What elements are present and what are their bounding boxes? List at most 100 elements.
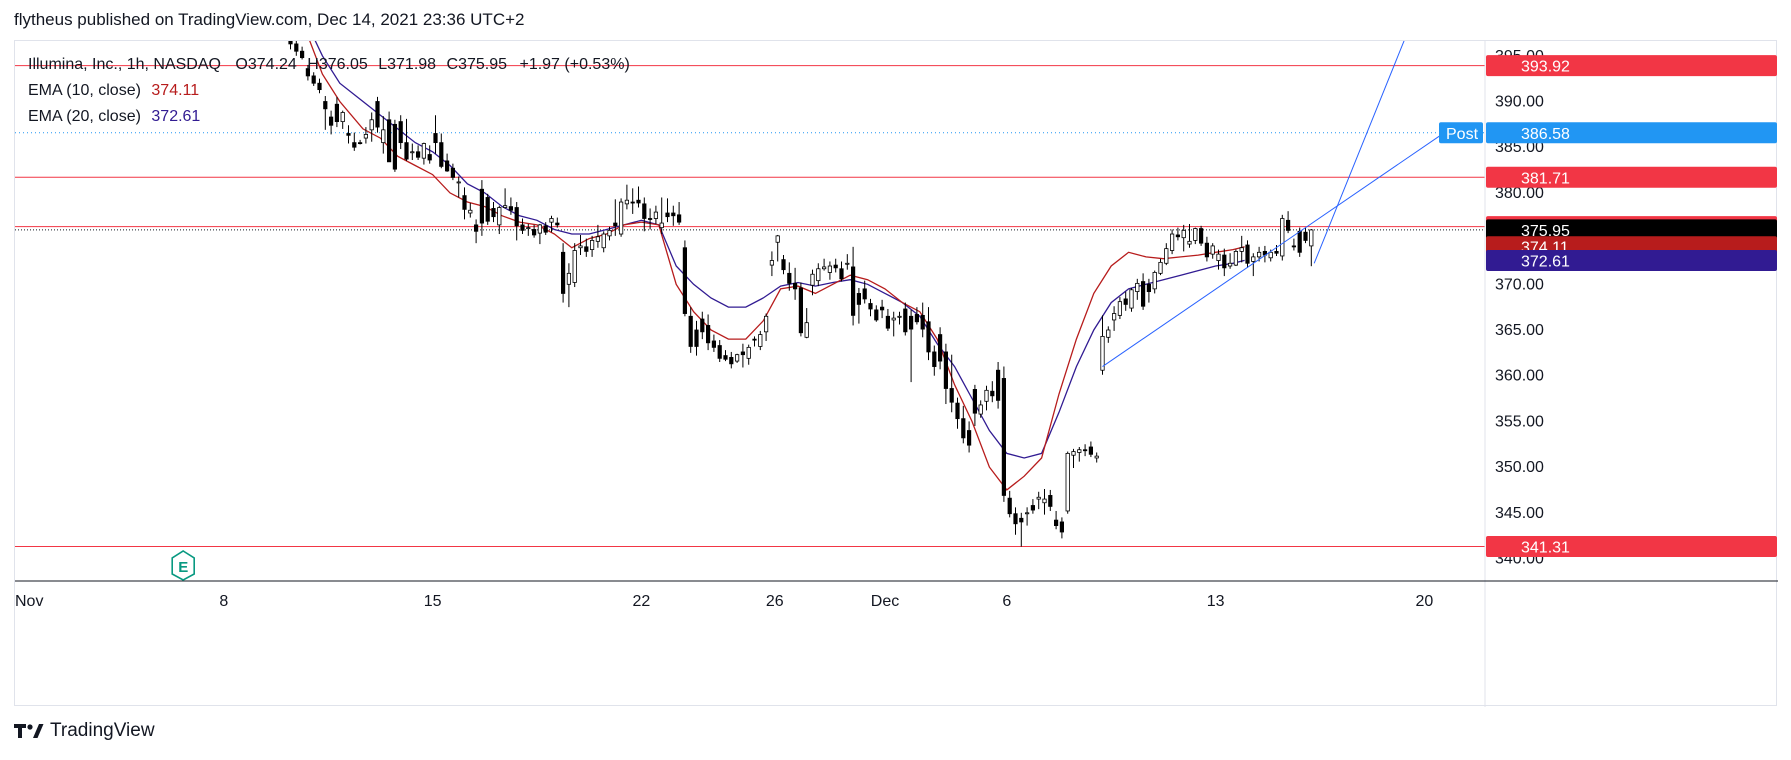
candle-body: [862, 288, 867, 300]
candle-body: [398, 121, 403, 144]
y-tick-label: 350.00: [1495, 459, 1544, 476]
candle: [723, 350, 728, 362]
candle-body: [642, 203, 647, 219]
legend-ema10-row[interactable]: EMA (10, close) 374.11: [28, 78, 630, 104]
ema20-line: [314, 41, 1245, 459]
candle-body: [520, 224, 525, 231]
level-price-label-text: 393.92: [1521, 59, 1570, 76]
candle-body: [909, 315, 914, 330]
candle: [415, 145, 421, 160]
plot-area: [15, 41, 1485, 548]
candle-body: [700, 318, 705, 333]
candle: [334, 96, 340, 128]
candle: [1245, 240, 1250, 268]
candle: [682, 240, 688, 317]
candle-body: [1164, 248, 1169, 264]
candle: [566, 263, 572, 308]
candle-body: [1286, 219, 1291, 231]
candle: [520, 218, 525, 235]
candle-body: [677, 214, 682, 223]
ema20-price-label: 372.61: [1486, 249, 1777, 271]
candle-body: [508, 206, 514, 211]
candle-body: [1048, 495, 1053, 507]
candle: [798, 282, 804, 337]
candle: [607, 226, 612, 241]
candle-body: [984, 389, 989, 402]
candle-body: [537, 224, 543, 234]
candle: [735, 353, 740, 363]
candle: [787, 262, 792, 291]
ema20-price-label-bg: [1486, 249, 1777, 271]
candle-body: [386, 119, 392, 163]
candle-body: [746, 346, 751, 359]
candle: [1112, 306, 1117, 331]
chart-canvas[interactable]: 340.00345.00350.00355.00360.00365.00370.…: [15, 41, 1778, 707]
last-price-label-text: 375.95: [1521, 223, 1570, 240]
candle: [288, 41, 293, 50]
legend-ohlc-row: Illumina, Inc., 1h, NASDAQ O374.24 H376.…: [28, 52, 630, 78]
candle: [688, 307, 693, 353]
candle: [914, 307, 920, 325]
earnings-event-icon: E: [171, 550, 195, 581]
candle-body: [694, 329, 699, 347]
candle: [984, 385, 989, 411]
candle-body: [717, 345, 722, 359]
candle: [398, 115, 403, 150]
post-price-label: 386.58: [1486, 122, 1777, 144]
candle: [491, 202, 496, 223]
candle: [1251, 253, 1256, 277]
candle-body: [955, 402, 960, 420]
candle: [572, 243, 577, 288]
candle-body: [549, 218, 554, 223]
candle: [758, 330, 763, 351]
candle: [561, 243, 566, 303]
footer-brand[interactable]: TradingView: [14, 720, 155, 742]
candle: [1152, 270, 1157, 294]
candle: [479, 180, 485, 236]
candle-body: [305, 68, 311, 77]
candle: [972, 384, 978, 426]
legend-symbol[interactable]: Illumina, Inc., 1h, NASDAQ: [28, 56, 221, 73]
y-tick-label: 360.00: [1495, 368, 1544, 385]
candle-body: [1100, 335, 1105, 371]
candle: [932, 345, 937, 376]
candle: [427, 145, 432, 164]
candle-body: [555, 222, 560, 226]
candle-body: [1117, 301, 1122, 316]
candle-body: [897, 315, 902, 318]
candle: [909, 309, 914, 383]
candle: [1129, 287, 1134, 312]
candle: [1291, 238, 1296, 251]
candle: [1135, 278, 1140, 300]
legend-ema20-row[interactable]: EMA (20, close) 372.61: [28, 104, 630, 130]
candle-body: [798, 287, 804, 334]
candle: [903, 302, 908, 336]
candle: [294, 41, 299, 56]
candle: [1204, 236, 1209, 262]
level-price-label: 393.92: [1486, 55, 1777, 77]
candle-body: [450, 167, 456, 178]
candle: [1036, 491, 1041, 510]
candle: [619, 198, 624, 237]
candle: [653, 205, 659, 224]
candle-body: [856, 293, 862, 305]
x-tick-label: Nov: [15, 593, 43, 610]
candle: [473, 219, 479, 244]
candle: [1054, 510, 1059, 530]
candle-body: [1001, 378, 1007, 496]
candle: [386, 111, 392, 163]
candle-body: [624, 199, 630, 205]
candle: [462, 187, 467, 220]
candle-body: [1193, 228, 1198, 241]
candle-body: [1036, 496, 1041, 500]
candle-body: [735, 354, 740, 362]
candle: [1117, 297, 1122, 320]
ema10-line: [309, 41, 1245, 491]
candle: [804, 308, 809, 339]
candle: [943, 343, 949, 405]
level-price-label-bg: [1486, 55, 1777, 77]
candle: [1274, 244, 1279, 256]
x-tick-label: 13: [1207, 593, 1225, 610]
candle: [862, 280, 867, 304]
candle-body: [485, 197, 490, 222]
